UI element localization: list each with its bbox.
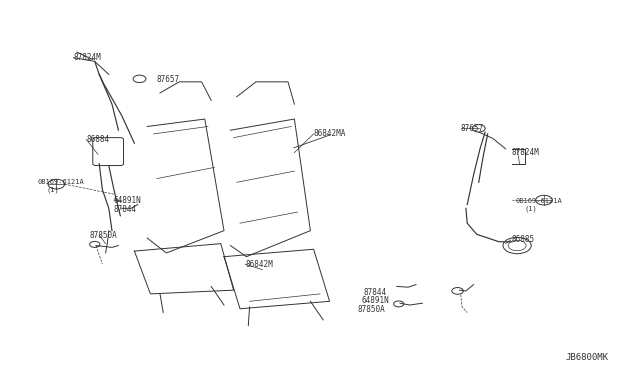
Text: 87850A: 87850A [357,305,385,314]
Text: 87824M: 87824M [512,148,540,157]
Text: 87657: 87657 [461,124,484,133]
Text: 86842MA: 86842MA [314,129,346,138]
Text: 0B169-6121A: 0B169-6121A [515,198,562,204]
Text: 87844: 87844 [114,205,137,214]
Text: 87844: 87844 [364,288,387,296]
Text: 86884: 86884 [86,135,109,144]
Text: 64891N: 64891N [362,296,389,305]
Text: (1): (1) [525,205,538,212]
Text: 64891N: 64891N [114,196,141,205]
Text: 87824M: 87824M [74,53,101,62]
Text: 87657: 87657 [157,76,180,84]
Text: (1): (1) [46,186,59,193]
Text: 86842M: 86842M [245,260,273,269]
Text: JB6800MK: JB6800MK [565,353,608,362]
Text: 0B169-6121A: 0B169-6121A [37,179,84,185]
Text: 86885: 86885 [512,235,535,244]
Text: 87850A: 87850A [90,231,117,240]
